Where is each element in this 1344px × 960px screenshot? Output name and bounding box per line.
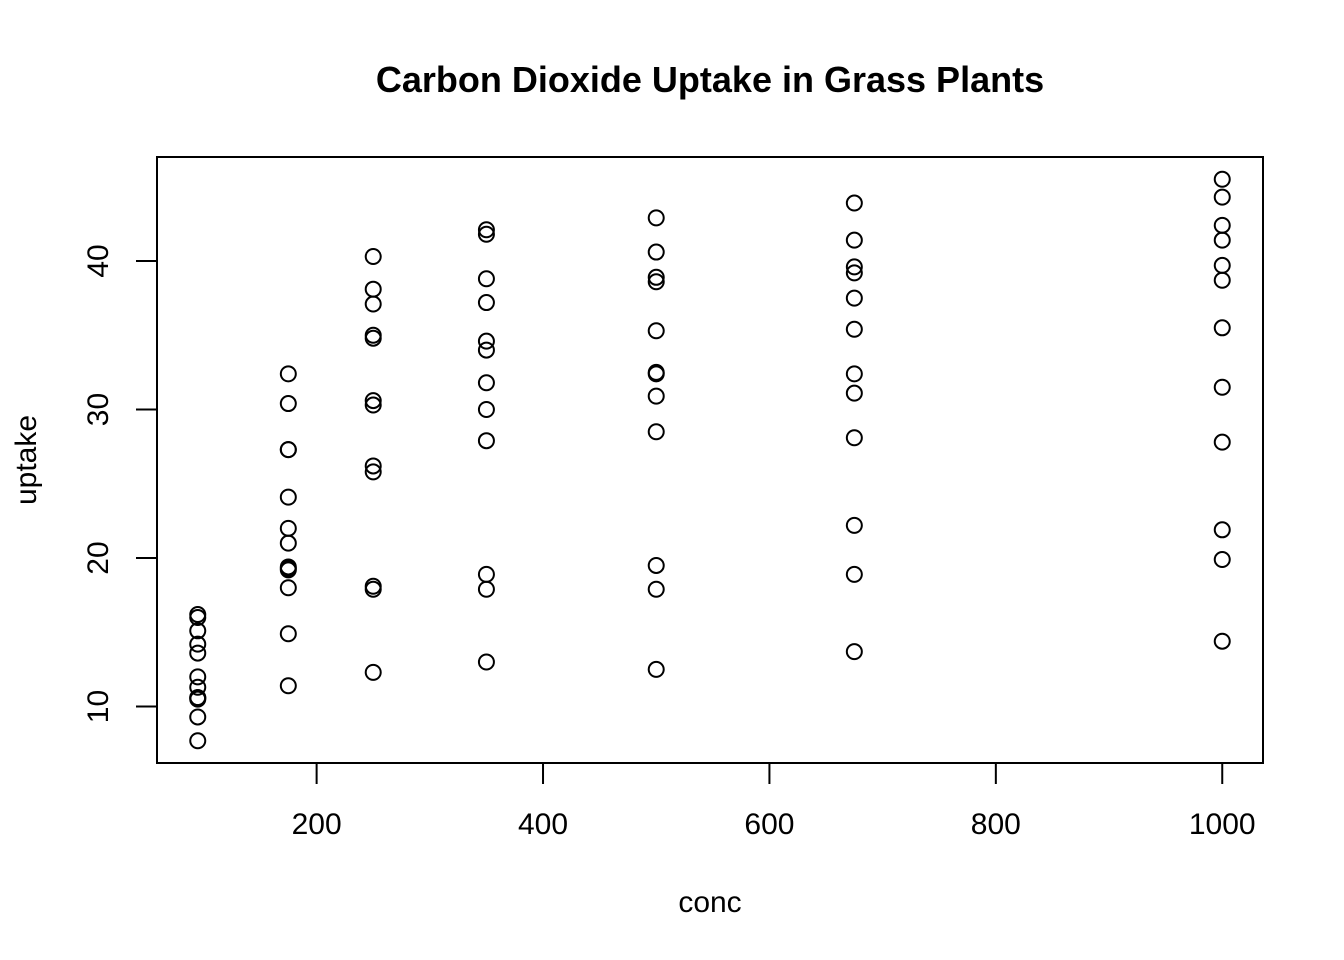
data-point (189, 708, 207, 726)
data-point (477, 432, 495, 450)
data-point (477, 270, 495, 288)
data-point (364, 463, 382, 481)
data-point (477, 565, 495, 583)
data-point (845, 643, 863, 661)
data-point (845, 565, 863, 583)
data-point (1213, 271, 1231, 289)
data-point (1213, 551, 1231, 569)
data-point (647, 243, 665, 261)
data-point (1213, 188, 1231, 206)
data-point (189, 635, 207, 653)
x-axis: 200 400 600 800 1000 (292, 762, 1256, 841)
data-point (1213, 521, 1231, 539)
x-axis-label: conc (678, 886, 741, 919)
data-point (845, 516, 863, 534)
data-point (477, 225, 495, 243)
data-point (1213, 378, 1231, 396)
data-point (647, 209, 665, 227)
data-point (477, 332, 495, 350)
data-point (364, 280, 382, 298)
data-point (279, 561, 297, 579)
data-point (845, 384, 863, 402)
y-tick-label: 40 (82, 244, 115, 277)
x-tick-label: 600 (744, 808, 794, 841)
data-point (279, 534, 297, 552)
data-point (647, 387, 665, 405)
data-point (1213, 319, 1231, 337)
y-tick-label: 10 (82, 690, 115, 723)
data-point (189, 678, 207, 696)
data-point (647, 556, 665, 574)
data-point (364, 248, 382, 266)
data-point (279, 519, 297, 537)
chart-title: Carbon Dioxide Uptake in Grass Plants (376, 59, 1044, 100)
y-axis: 10 20 30 40 (82, 244, 158, 723)
data-point (1213, 433, 1231, 451)
data-point (477, 580, 495, 598)
x-tick-label: 200 (292, 808, 342, 841)
data-point (279, 395, 297, 413)
x-tick-label: 400 (518, 808, 568, 841)
data-point (189, 668, 207, 686)
data-point (477, 653, 495, 671)
data-point (189, 622, 207, 640)
data-point (364, 392, 382, 410)
data-point (364, 396, 382, 414)
data-point (845, 231, 863, 249)
data-point (279, 677, 297, 695)
data-point (189, 689, 207, 707)
data-point (647, 273, 665, 291)
data-point (647, 660, 665, 678)
data-point (647, 423, 665, 441)
data-point (279, 441, 297, 459)
data-point (364, 457, 382, 475)
data-point (845, 320, 863, 338)
data-point (647, 268, 665, 286)
data-point (477, 341, 495, 359)
data-point (845, 194, 863, 212)
data-point (647, 580, 665, 598)
x-tick-label: 1000 (1189, 808, 1256, 841)
data-point (647, 363, 665, 381)
data-point (364, 577, 382, 595)
data-point (364, 326, 382, 344)
data-point (1213, 231, 1231, 249)
data-point (477, 374, 495, 392)
data-point (845, 264, 863, 282)
data-point (279, 365, 297, 383)
data-point (477, 221, 495, 239)
y-tick-label: 30 (82, 393, 115, 426)
data-point (845, 429, 863, 447)
data-point (1213, 256, 1231, 274)
data-point (845, 365, 863, 383)
data-points (189, 170, 1231, 750)
data-point (279, 625, 297, 643)
data-point (364, 295, 382, 313)
data-point (279, 488, 297, 506)
plot-frame (156, 156, 1264, 764)
data-point (477, 294, 495, 312)
data-point (1213, 216, 1231, 234)
data-point (845, 289, 863, 307)
data-point (189, 644, 207, 662)
y-tick-label: 20 (82, 541, 115, 574)
data-point (647, 322, 665, 340)
x-tick-label: 800 (971, 808, 1021, 841)
data-point (189, 732, 207, 750)
data-point (279, 579, 297, 597)
data-point (364, 663, 382, 681)
data-point (189, 605, 207, 623)
data-point (1213, 632, 1231, 650)
data-point (477, 401, 495, 418)
data-point (1213, 170, 1231, 188)
y-axis-label: uptake (10, 415, 43, 505)
data-point (845, 258, 863, 276)
